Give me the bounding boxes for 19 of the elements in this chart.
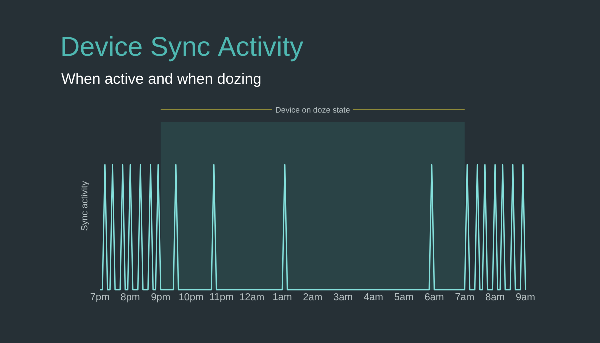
x-tick-label: 5am — [394, 294, 414, 301]
x-tick-label: 9am — [516, 294, 535, 301]
x-tick-label: 6am — [425, 294, 444, 301]
x-tick-label: 4am — [364, 294, 383, 301]
x-tick-label: 2am — [304, 294, 322, 301]
x-tick-label: 10pm — [180, 294, 204, 303]
band-label: Device on doze state — [276, 107, 350, 113]
x-tick-label: 12am — [240, 294, 264, 301]
x-tick-label: 1am — [274, 294, 292, 301]
chart-subtitle: When active and when dozing — [62, 73, 261, 88]
x-tick-label: 7am — [456, 294, 474, 301]
x-tick-label: 7pm — [90, 294, 110, 302]
x-tick-label: 3am — [334, 294, 352, 301]
chart-title: Device Sync Activity — [62, 36, 304, 62]
x-tick-label: 9pm — [152, 294, 170, 303]
y-axis-title: Sync activity — [81, 181, 90, 231]
x-tick-label: 11pm — [210, 294, 234, 302]
x-tick-label: 8am — [486, 294, 504, 301]
x-tick-label: 8pm — [121, 294, 140, 303]
